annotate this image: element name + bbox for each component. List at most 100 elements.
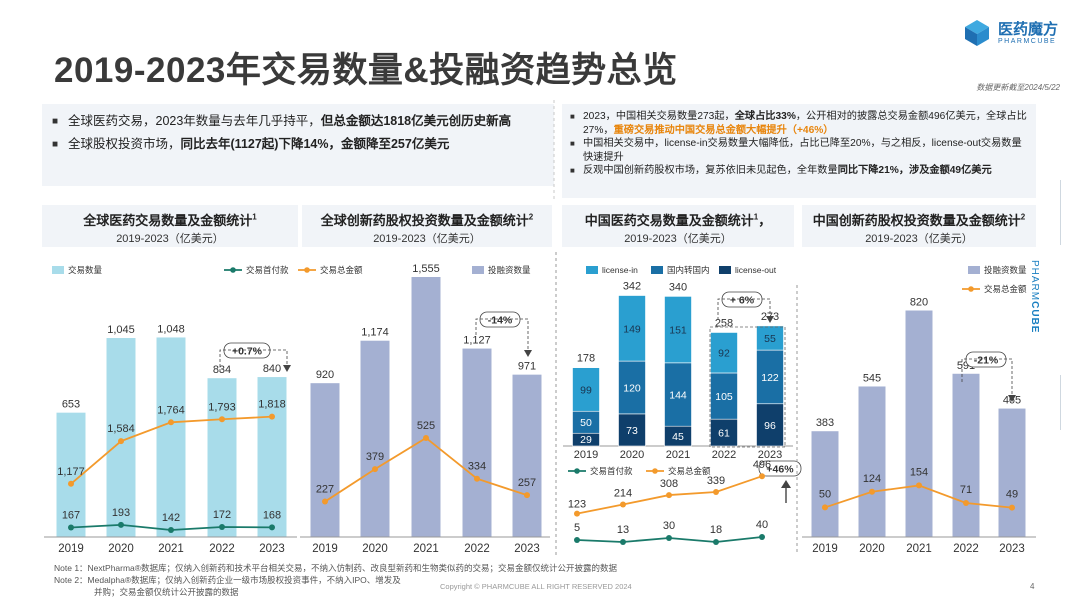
segment-value-label: 55 xyxy=(764,333,776,345)
x-tick-label: 2023 xyxy=(514,543,540,555)
bullet-text: 2023，中国相关交易数量273起， xyxy=(583,111,735,122)
total-value-label: 1,177 xyxy=(57,466,85,478)
legend-label: 交易总金额 xyxy=(668,466,711,476)
equity-value-point xyxy=(474,475,480,482)
segment-value-label: 144 xyxy=(669,390,687,402)
panel-1-header: 全球医药交易数量及金额统计1 2019-2023（亿美元） xyxy=(42,205,298,247)
bar-value-label: 1,555 xyxy=(412,263,440,275)
legend-label: 交易总金额 xyxy=(984,284,1027,294)
panel-note-ref: 1 xyxy=(753,212,759,222)
legend-label: 交易首付款 xyxy=(246,265,289,275)
equity-count-bar xyxy=(310,383,340,537)
upfront-label: 168 xyxy=(263,509,281,521)
china-total-value-point xyxy=(713,488,719,495)
china-equity-bar xyxy=(858,386,886,537)
bullet-text: 全球股权投资市场， xyxy=(68,137,181,151)
x-tick-label: 2023 xyxy=(758,449,782,461)
total-value-label: 1,793 xyxy=(208,401,236,413)
legend-label: 交易首付款 xyxy=(590,466,633,476)
segment-value-label: 61 xyxy=(718,428,730,440)
panel-note-ref: 2 xyxy=(1020,212,1026,222)
bullet-highlight: 重磅交易推动中国交易总金额大幅提升（+46%） xyxy=(613,124,834,136)
panel-title: 全球医药交易数量及金额统计 xyxy=(83,213,253,228)
china-total-value-point xyxy=(666,492,672,499)
growth-badge xyxy=(721,291,763,308)
deal-count-bar xyxy=(207,378,237,537)
segment-value-label: 50 xyxy=(580,417,592,429)
x-tick-label: 2020 xyxy=(362,543,388,555)
bullet-item: ■ 全球股权投资市场，同比去年(1127起)下降14%，金额降至257亿美元 xyxy=(52,135,544,154)
legend-label: 投融资数量 xyxy=(984,265,1027,275)
equity-value-label: 525 xyxy=(417,420,435,432)
total-value-point xyxy=(168,419,174,426)
x-tick-label: 2019 xyxy=(312,543,338,555)
segment-value-label: 122 xyxy=(761,372,779,384)
x-tick-label: 2020 xyxy=(859,543,885,555)
upfront-point xyxy=(168,527,174,533)
china-upfront-point xyxy=(759,534,765,540)
china-equity-value-point xyxy=(822,504,828,511)
bullet-text: 全球医药交易，2023年数量与去年几乎持平， xyxy=(68,114,321,128)
bullet-bold: 同比下降21%，涉及金额49亿美元 xyxy=(837,165,992,176)
bullet-square-icon: ■ xyxy=(570,139,575,148)
legend-label: 交易总金额 xyxy=(320,265,363,275)
legend-label: license-in xyxy=(602,265,638,275)
bar-value-label: 1,048 xyxy=(157,323,185,335)
logo-cn: 医药魔方 xyxy=(998,20,1059,38)
note-2-cont: 并购；交易金额仅统计公开披露的数据 xyxy=(94,587,239,597)
upfront-point xyxy=(118,521,124,528)
growth-bracket xyxy=(475,318,529,351)
upfront-point xyxy=(269,524,275,531)
chart-global-equity: 投融资数量 920 1,174 1,555 1,127 971 227 379 525 334 25… xyxy=(300,263,550,555)
stacked-segment xyxy=(710,332,738,374)
total-count-label: 342 xyxy=(623,281,641,293)
growth-badge-label: +0.7% xyxy=(232,346,263,358)
china-equity-value-point xyxy=(1009,504,1015,511)
china-equity-value-label: 50 xyxy=(819,488,831,500)
segment-value-label: 105 xyxy=(715,391,733,403)
segment-value-label: 151 xyxy=(669,325,687,337)
growth-badge xyxy=(223,342,271,359)
equity-count-bar xyxy=(411,277,441,537)
side-divider xyxy=(1060,375,1061,430)
deal-count-bar xyxy=(156,337,186,537)
growth-bracket xyxy=(219,349,288,372)
bullet-item: ■ 中国相关交易中，license-in交易数量大幅降低，占比已降至20%，与之… xyxy=(570,137,1028,164)
growth-badge xyxy=(965,351,1007,368)
china-upfront-point xyxy=(574,537,580,543)
legend-label: 交易数量 xyxy=(68,265,103,275)
x-tick-label: 2021 xyxy=(158,543,184,555)
segment-value-label: 29 xyxy=(580,434,592,446)
panel-subtitle: 2019-2023（亿美元） xyxy=(373,233,481,245)
growth-arrow-icon xyxy=(283,365,291,372)
growth-badge-label: +46% xyxy=(766,464,794,476)
equity-value-label: 379 xyxy=(366,451,384,463)
equity-value-label: 227 xyxy=(316,484,334,496)
china-total-value-point xyxy=(574,510,580,517)
panel-note-ref: 1 xyxy=(252,212,257,222)
stacked-segment xyxy=(618,295,646,362)
china-upfront-label: 40 xyxy=(756,519,768,531)
x-tick-label: 2022 xyxy=(464,543,490,555)
growth-bracket xyxy=(961,358,1013,396)
bar-value-label: 653 xyxy=(62,399,80,411)
segment-value-label: 73 xyxy=(626,425,638,437)
bar-value-label: 840 xyxy=(263,363,281,375)
bullet-item: ■ 全球医药交易，2023年数量与去年几乎持平，但总金额达1818亿美元创历史新… xyxy=(52,112,544,131)
segment-value-label: 45 xyxy=(672,431,684,443)
cube-logo-icon xyxy=(965,20,989,46)
china-equity-value-label: 124 xyxy=(863,473,881,485)
stacked-segment xyxy=(664,362,692,427)
upfront-label: 167 xyxy=(62,510,80,522)
growth-badge xyxy=(758,460,802,477)
china-total-value-label: 339 xyxy=(707,475,725,487)
panel-subtitle: 2019-2023（亿美元） xyxy=(624,233,732,245)
china-total-value-point xyxy=(759,473,765,480)
deal-count-bar xyxy=(257,377,287,537)
note-1: Note 1：NextPharma®数据库；仅纳入创新药和技术平台相关交易，不纳… xyxy=(54,563,618,573)
growth-badge-label: -21% xyxy=(974,355,999,367)
legend-swatch xyxy=(968,266,980,274)
stacked-segment xyxy=(664,296,692,364)
total-value-point xyxy=(269,413,275,420)
bullet-square-icon: ■ xyxy=(570,112,575,121)
